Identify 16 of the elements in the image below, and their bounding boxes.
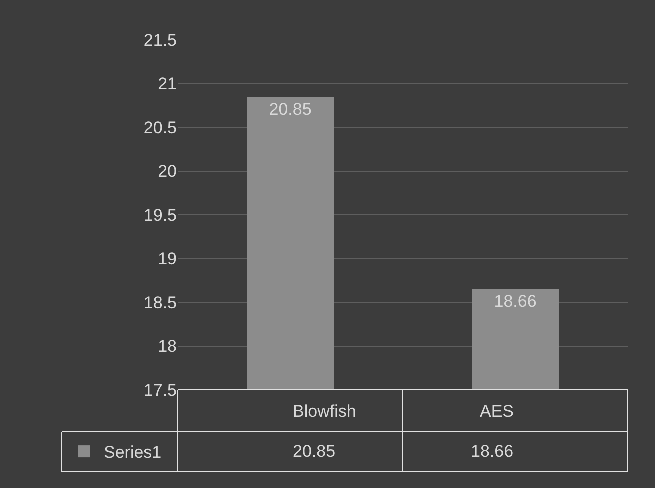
annotation: 18.66 (494, 292, 537, 311)
y-tick-label: 21.5 (144, 30, 177, 50)
y-tick-label: 18.5 (144, 293, 177, 312)
y-tick-label: 20 (158, 162, 177, 182)
y-tick-label: 21 (158, 74, 177, 94)
y-tick-label: 20.5 (144, 118, 177, 138)
x-tick-label: AES (480, 402, 514, 421)
annotation: 20.85 (269, 100, 312, 119)
legend-label: Series1 (104, 443, 162, 462)
x-tick-label: Blowfish (293, 402, 356, 421)
data-label: 20.85 (293, 442, 336, 461)
y-tick-label: 19 (158, 250, 177, 269)
y-tick-label: 18 (158, 337, 177, 356)
y-tick-label: 17.5 (144, 380, 177, 400)
data-label: 18.66 (471, 442, 514, 461)
y-tick-label: 19.5 (144, 206, 177, 225)
